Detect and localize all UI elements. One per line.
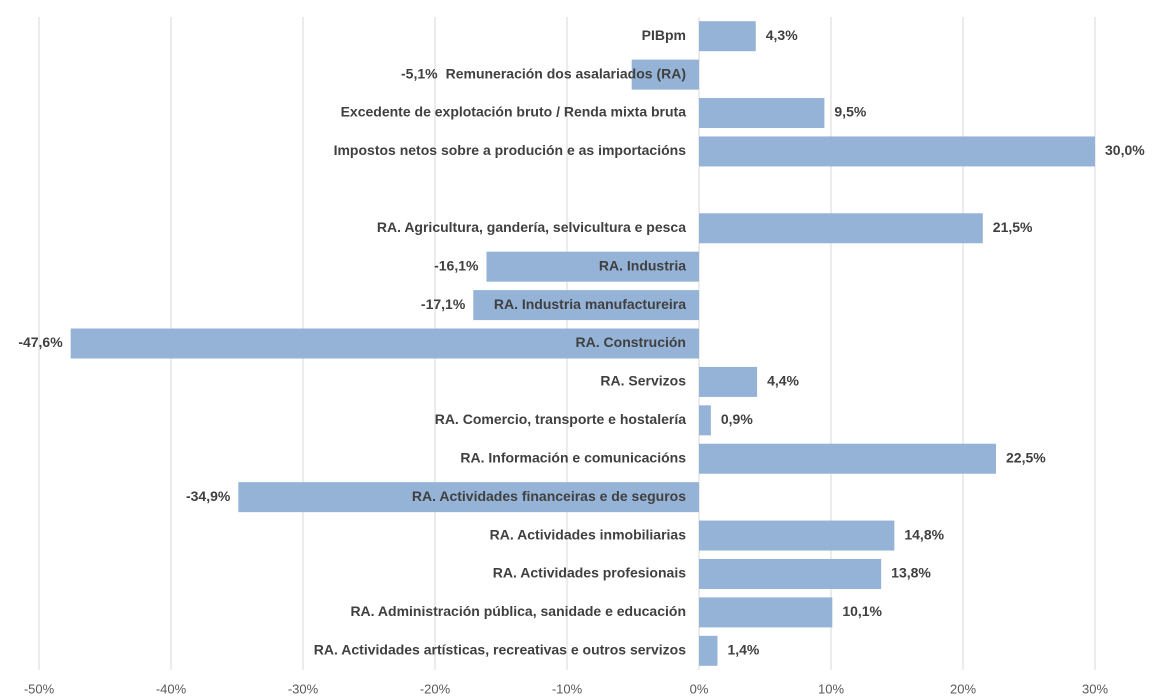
category-label: RA. Construción [576, 334, 686, 350]
category-label: RA. Agricultura, gandería, selvicultura … [377, 219, 686, 235]
value-label: -47,6% [18, 334, 63, 350]
x-tick-label: -20% [420, 681, 451, 696]
category-label: PIBpm [642, 27, 686, 43]
value-label: 4,4% [767, 373, 799, 389]
category-label: RA. Actividades financeiras e de seguros [412, 488, 686, 504]
bar [70, 328, 700, 359]
value-label: 30,0% [1105, 142, 1145, 158]
value-label: 9,5% [834, 104, 866, 120]
value-label: -17,1% [421, 296, 466, 312]
bar [699, 21, 756, 52]
bar [699, 443, 996, 474]
category-label: RA. Actividades artísticas, recreativas … [314, 641, 686, 657]
x-tick-label: -50% [24, 681, 55, 696]
category-label: RA. Industria manufactureira [494, 296, 686, 312]
bar [631, 59, 699, 90]
x-tick-label: 10% [818, 681, 844, 696]
bar [699, 136, 1095, 167]
value-label: -5,1% [401, 65, 438, 81]
bar [699, 405, 711, 436]
bar [238, 482, 699, 513]
category-label: RA. Industria [599, 257, 686, 273]
value-label: 4,3% [766, 27, 798, 43]
bar [699, 597, 833, 628]
bar [699, 520, 895, 551]
x-tick-label: 0% [690, 681, 709, 696]
bar [473, 290, 699, 321]
bar [699, 213, 983, 244]
value-label: -16,1% [434, 257, 479, 273]
category-label: Impostos netos sobre a produción e as im… [334, 142, 687, 158]
value-label: 22,5% [1006, 449, 1046, 465]
x-tick-label: 30% [1082, 681, 1108, 696]
category-label: Excedente de explotación bruto / Renda m… [341, 104, 687, 120]
value-label: 10,1% [842, 603, 882, 619]
bar [699, 558, 882, 589]
value-label: 1,4% [727, 641, 759, 657]
value-label: 21,5% [993, 219, 1033, 235]
x-tick-label: -10% [552, 681, 583, 696]
category-label: RA. Actividades profesionais [493, 565, 686, 581]
bar [486, 251, 699, 282]
category-label: RA. Servizos [600, 373, 686, 389]
value-label: 14,8% [904, 526, 944, 542]
bar [699, 366, 758, 397]
x-tick-label: -30% [288, 681, 319, 696]
bar [699, 635, 718, 666]
x-tick-label: 20% [950, 681, 976, 696]
category-label: Remuneración dos asalariados (RA) [446, 65, 686, 81]
category-label: RA. Comercio, transporte e hostalería [435, 411, 687, 427]
category-label: RA. Actividades inmobiliarias [490, 526, 687, 542]
category-label: RA. Administración pública, sanidade e e… [350, 603, 686, 619]
value-label: -34,9% [186, 488, 231, 504]
x-tick-label: -40% [156, 681, 187, 696]
bar [699, 98, 825, 129]
value-label: 0,9% [721, 411, 753, 427]
category-label: RA. Información e comunicacións [460, 449, 686, 465]
value-label: 13,8% [891, 565, 931, 581]
